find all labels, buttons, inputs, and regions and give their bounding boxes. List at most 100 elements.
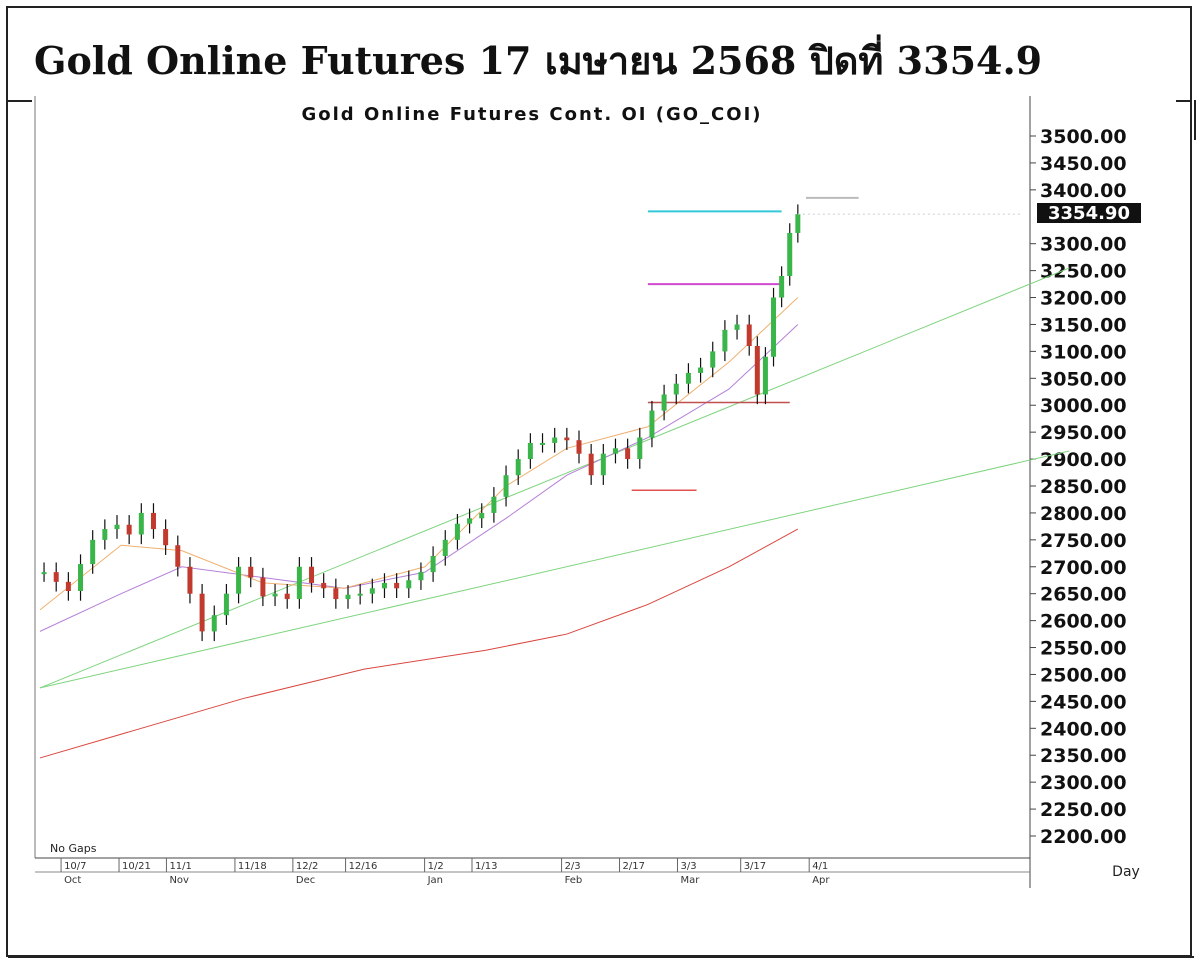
title-row: Gold Online Futures 17 เมษายน 2568 ปิดที… (8, 8, 1190, 102)
price-bar (381, 582, 387, 589)
document-frame: Gold Online Futures 17 เมษายน 2568 ปิดที… (6, 6, 1196, 958)
price-bar (187, 566, 193, 594)
price-bar (114, 524, 120, 530)
y-tick-label: 3250.00 (1040, 261, 1127, 283)
price-bar (126, 524, 132, 535)
price-bar (53, 572, 59, 582)
chart-title: Gold Online Futures Cont. OI (GO_COI) (301, 104, 762, 125)
x-tick-label: 4/1 (812, 861, 828, 872)
y-tick-label: 3200.00 (1040, 288, 1127, 310)
price-bar (625, 448, 631, 460)
y-tick-label: 2450.00 (1040, 691, 1127, 713)
price-bar (779, 276, 785, 298)
price-bar (333, 588, 339, 600)
price-bar (223, 593, 229, 616)
x-month-label: Apr (812, 875, 830, 886)
price-bar (78, 564, 84, 591)
x-tick-label: 12/16 (349, 861, 378, 872)
x-tick-label: 11/18 (238, 861, 267, 872)
price-bars (41, 204, 1022, 642)
price-chart: Gold Online Futures Cont. OI (GO_COI) No… (32, 96, 1176, 888)
y-tick-label: 2850.00 (1040, 476, 1127, 498)
price-bar (795, 214, 801, 233)
y-tick-label: 3400.00 (1040, 180, 1127, 202)
x-tick-label: 2/3 (565, 861, 581, 872)
y-tick-label: 2400.00 (1040, 718, 1127, 740)
y-tick-label: 2800.00 (1040, 503, 1127, 525)
price-bar (734, 324, 740, 330)
price-bar (527, 442, 533, 460)
x-month-label: Dec (296, 875, 315, 886)
y-tick-label: 3300.00 (1040, 234, 1127, 256)
price-bar (65, 581, 71, 591)
price-bar (175, 545, 181, 567)
price-bar (248, 566, 254, 578)
moving-average-200 (39, 528, 799, 759)
x-month-label: Oct (64, 875, 81, 886)
y-tick-label: 2300.00 (1040, 772, 1127, 794)
last-price-box (1037, 203, 1141, 223)
x-month-label: Mar (680, 875, 700, 886)
x-month-label: Jan (427, 875, 443, 886)
trend-line-lower (39, 450, 1070, 689)
price-bar (150, 512, 156, 530)
no-gaps-note: No Gaps (50, 842, 97, 855)
y-tick-label: 3450.00 (1040, 153, 1127, 175)
price-bar (430, 556, 436, 573)
price-bar (369, 588, 375, 594)
price-bar (406, 580, 412, 589)
page-title: Gold Online Futures 17 เมษายน 2568 ปิดที… (34, 38, 1043, 83)
y-tick-label: 3050.00 (1040, 368, 1127, 390)
x-tick-label: 11/1 (169, 861, 191, 872)
x-tick-label: 10/7 (64, 861, 86, 872)
price-bar (698, 367, 704, 373)
price-bar (637, 437, 643, 460)
price-bar (272, 593, 278, 597)
price-bar (442, 539, 448, 556)
price-bar (515, 459, 521, 476)
price-bar (685, 372, 691, 384)
y-tick-label: 3000.00 (1040, 395, 1127, 417)
price-bar (552, 437, 558, 443)
price-bar (787, 232, 793, 276)
y-tick-label: 2650.00 (1040, 584, 1127, 606)
x-tick-label: 3/17 (744, 861, 766, 872)
price-bar (284, 593, 290, 600)
price-bar (321, 582, 327, 589)
period-label: Day (1112, 864, 1140, 880)
price-bar (260, 577, 266, 597)
trend-line-upper (39, 267, 1070, 689)
price-bar (588, 453, 594, 476)
price-bar (163, 529, 169, 546)
price-bar (762, 356, 768, 395)
price-bar (746, 324, 752, 346)
price-bar (345, 594, 351, 600)
x-tick-label: 1/13 (475, 861, 497, 872)
price-bar (503, 475, 509, 497)
x-tick-label: 1/2 (428, 861, 444, 872)
y-tick-label: 2200.00 (1040, 826, 1127, 848)
price-bar (41, 572, 47, 575)
price-bar (211, 615, 217, 632)
y-tick-label: 2600.00 (1040, 611, 1127, 633)
price-bar (491, 496, 497, 513)
x-axis-ticks: 10/7 10/21 11/1 11/18 12/2 12/16 1/2 1/13 2/3 2/1… (60, 858, 830, 886)
price-bar (710, 351, 716, 368)
table-divider (1194, 100, 1196, 140)
y-tick-label: 3500.00 (1040, 126, 1127, 148)
moving-average-50 (39, 324, 799, 632)
y-tick-label: 2350.00 (1040, 745, 1127, 767)
indicator-lines (39, 196, 1070, 759)
price-bar (564, 437, 570, 441)
x-tick-label: 12/2 (296, 861, 318, 872)
x-month-label: Feb (565, 875, 583, 886)
y-tick-label: 2950.00 (1040, 422, 1127, 444)
price-bar (309, 566, 315, 583)
price-bar (90, 539, 96, 565)
chart-svg: Gold Online Futures Cont. OI (GO_COI) No… (32, 96, 1176, 888)
price-bar (199, 593, 205, 632)
price-bar (236, 566, 242, 594)
y-tick-label: 2250.00 (1040, 799, 1127, 821)
y-tick-label: 2700.00 (1040, 557, 1127, 579)
price-bar (454, 523, 460, 540)
